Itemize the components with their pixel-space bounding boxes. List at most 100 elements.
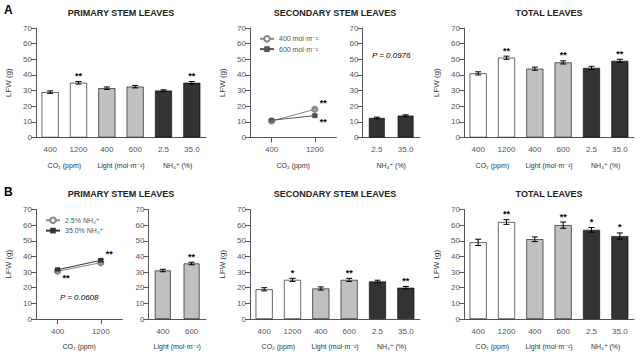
svg-text:10: 10: [23, 299, 32, 308]
svg-text:CO₂ (ppm): CO₂ (ppm): [62, 343, 95, 351]
svg-text:400: 400: [471, 327, 485, 336]
svg-text:*: *: [590, 217, 594, 227]
svg-text:TOTAL LEAVES: TOTAL LEAVES: [516, 189, 583, 199]
svg-text:400: 400: [100, 145, 114, 154]
svg-text:10: 10: [451, 117, 460, 126]
svg-text:Light (mol·m⁻²): Light (mol·m⁻²): [154, 343, 201, 351]
svg-text:1200: 1200: [306, 145, 324, 154]
svg-text:600: 600: [185, 327, 199, 336]
svg-text:CO₂ (ppm): CO₂ (ppm): [476, 343, 509, 351]
svg-text:50: 50: [451, 55, 460, 64]
svg-text:50: 50: [23, 55, 32, 64]
svg-text:**: **: [106, 249, 114, 259]
svg-text:400: 400: [528, 327, 542, 336]
svg-text:20: 20: [349, 102, 358, 111]
svg-text:0: 0: [456, 315, 461, 324]
svg-text:TOTAL LEAVES: TOTAL LEAVES: [516, 8, 583, 18]
svg-text:Light (mol·m⁻²): Light (mol·m⁻²): [97, 162, 144, 170]
svg-text:60: 60: [23, 39, 32, 48]
svg-text:10: 10: [237, 117, 246, 126]
svg-text:LFW (g): LFW (g): [432, 68, 441, 97]
svg-text:600: 600: [128, 145, 142, 154]
svg-text:NH₄⁺ (%): NH₄⁺ (%): [377, 343, 407, 351]
svg-text:70: 70: [451, 205, 460, 214]
svg-text:NH₄⁺ (%): NH₄⁺ (%): [591, 343, 621, 351]
svg-text:40: 40: [23, 252, 32, 261]
svg-text:P = 0.0976: P = 0.0976: [372, 51, 411, 60]
svg-text:60: 60: [451, 221, 460, 230]
svg-text:400: 400: [257, 327, 271, 336]
svg-text:**: **: [503, 46, 511, 56]
svg-text:1200: 1200: [284, 327, 302, 336]
svg-text:400: 400: [528, 145, 542, 154]
svg-text:LFW (g): LFW (g): [218, 249, 227, 278]
svg-text:0: 0: [28, 315, 33, 324]
svg-text:50: 50: [135, 236, 144, 245]
svg-text:20: 20: [23, 102, 32, 111]
svg-text:70: 70: [349, 24, 358, 33]
svg-text:20: 20: [237, 283, 246, 292]
svg-text:CO₂ (ppm): CO₂ (ppm): [276, 162, 309, 170]
svg-text:**: **: [320, 98, 328, 108]
svg-text:600 mol·m⁻²: 600 mol·m⁻²: [279, 46, 319, 53]
svg-text:**: **: [188, 71, 196, 81]
svg-text:35.0: 35.0: [398, 327, 414, 336]
svg-text:400: 400: [156, 327, 170, 336]
svg-text:50: 50: [23, 236, 32, 245]
svg-text:CO₂ (ppm): CO₂ (ppm): [48, 162, 81, 170]
svg-text:1200: 1200: [92, 327, 110, 336]
svg-text:35.0: 35.0: [612, 327, 628, 336]
svg-text:50: 50: [349, 55, 358, 64]
svg-text:400: 400: [51, 327, 65, 336]
svg-text:40: 40: [135, 252, 144, 261]
svg-text:LFW (g): LFW (g): [432, 249, 441, 278]
svg-text:400: 400: [471, 145, 485, 154]
svg-text:1200: 1200: [70, 145, 88, 154]
svg-text:35.0: 35.0: [398, 145, 414, 154]
svg-text:40: 40: [237, 252, 246, 261]
svg-text:LFW (g): LFW (g): [4, 249, 13, 278]
svg-text:10: 10: [451, 299, 460, 308]
svg-text:**: **: [75, 71, 83, 81]
svg-text:Light (mol·m⁻²): Light (mol·m⁻²): [525, 343, 572, 351]
svg-text:70: 70: [23, 24, 32, 33]
svg-text:A: A: [4, 3, 13, 17]
svg-text:30: 30: [23, 86, 32, 95]
svg-text:20: 20: [23, 283, 32, 292]
svg-text:20: 20: [451, 102, 460, 111]
svg-text:10: 10: [237, 299, 246, 308]
svg-text:40: 40: [23, 70, 32, 79]
svg-text:P = 0.0608: P = 0.0608: [60, 293, 99, 302]
svg-text:10: 10: [135, 299, 144, 308]
svg-text:LFW (g): LFW (g): [4, 68, 13, 97]
svg-text:40: 40: [451, 70, 460, 79]
svg-text:70: 70: [451, 24, 460, 33]
svg-text:SECONDARY STEM LEAVES: SECONDARY STEM LEAVES: [274, 189, 396, 199]
svg-text:Light (mol·m⁻²): Light (mol·m⁻²): [525, 162, 572, 170]
svg-text:2.5: 2.5: [586, 327, 598, 336]
svg-text:NH₄⁺ (%): NH₄⁺ (%): [163, 162, 193, 170]
svg-text:1200: 1200: [498, 327, 516, 336]
svg-text:50: 50: [237, 236, 246, 245]
svg-text:400: 400: [314, 327, 328, 336]
svg-text:600: 600: [556, 145, 570, 154]
svg-text:B: B: [4, 185, 13, 199]
svg-text:600: 600: [342, 327, 356, 336]
svg-text:60: 60: [237, 221, 246, 230]
svg-text:70: 70: [237, 205, 246, 214]
svg-text:40: 40: [237, 70, 246, 79]
svg-text:**: **: [616, 49, 624, 59]
svg-text:2.5: 2.5: [158, 145, 170, 154]
svg-text:Light (mol·m⁻²): Light (mol·m⁻²): [311, 343, 358, 351]
svg-text:600: 600: [556, 327, 570, 336]
svg-text:70: 70: [23, 205, 32, 214]
svg-text:35.0% NH₄⁺: 35.0% NH₄⁺: [65, 227, 104, 234]
svg-text:30: 30: [237, 86, 246, 95]
svg-text:1200: 1200: [498, 145, 516, 154]
svg-text:0: 0: [242, 133, 247, 142]
svg-text:400: 400: [43, 145, 57, 154]
svg-text:LFW (g): LFW (g): [218, 68, 227, 97]
svg-text:CO₂ (ppm): CO₂ (ppm): [476, 162, 509, 170]
svg-text:**: **: [320, 117, 328, 127]
svg-text:40: 40: [451, 252, 460, 261]
